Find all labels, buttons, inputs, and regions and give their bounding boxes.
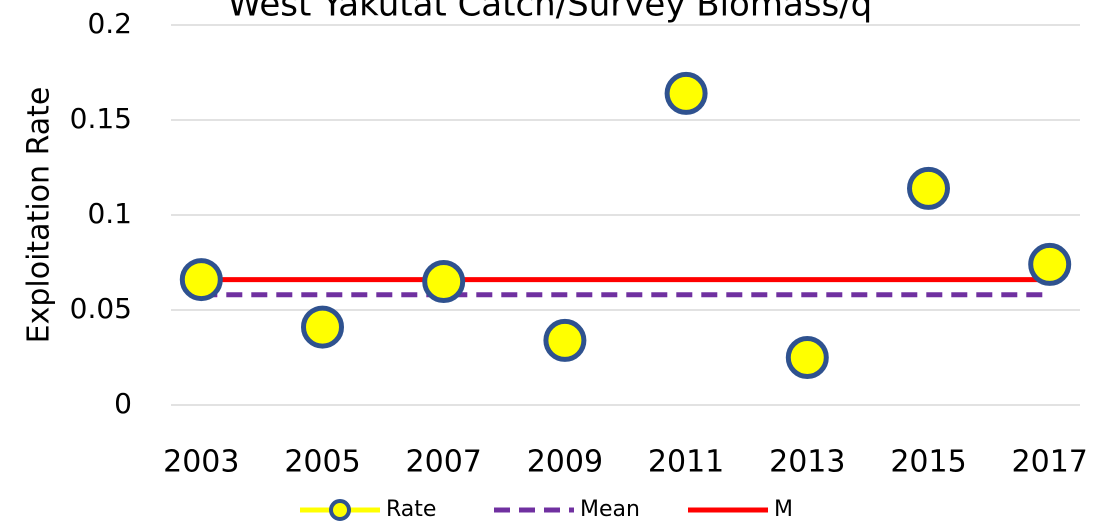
x-tick-label: 2003	[163, 445, 239, 480]
y-tick-label: 0.05	[70, 292, 132, 325]
data-point	[785, 336, 829, 379]
legend-marker	[329, 499, 351, 521]
y-tick-label: 0.2	[87, 7, 132, 40]
y-tick-label: 0.15	[70, 102, 132, 135]
legend-label: M	[774, 497, 793, 522]
y-tick-label: 0	[114, 387, 132, 420]
x-tick-label: 2017	[1012, 445, 1088, 480]
x-tick-label: 2015	[890, 445, 966, 480]
data-point	[422, 260, 466, 303]
x-tick-label: 2009	[527, 445, 603, 480]
data-point	[664, 71, 708, 115]
data-point	[543, 318, 587, 362]
y-axis-label: Exploitation Rate	[22, 87, 57, 344]
x-tick-label: 2007	[406, 445, 482, 480]
legend-label: Rate	[386, 497, 436, 522]
data-point	[301, 305, 344, 349]
data-point	[1028, 242, 1072, 286]
chart-title: West Yakutat Catch/Survey Biomass/q	[228, 0, 873, 25]
legend-label: Mean	[580, 497, 640, 522]
data-point	[179, 258, 223, 302]
y-tick-label: 0.1	[87, 197, 132, 230]
x-tick-label: 2011	[648, 445, 724, 480]
x-tick-label: 2005	[284, 445, 360, 480]
x-tick-label: 2013	[769, 445, 845, 480]
data-point	[907, 166, 950, 210]
